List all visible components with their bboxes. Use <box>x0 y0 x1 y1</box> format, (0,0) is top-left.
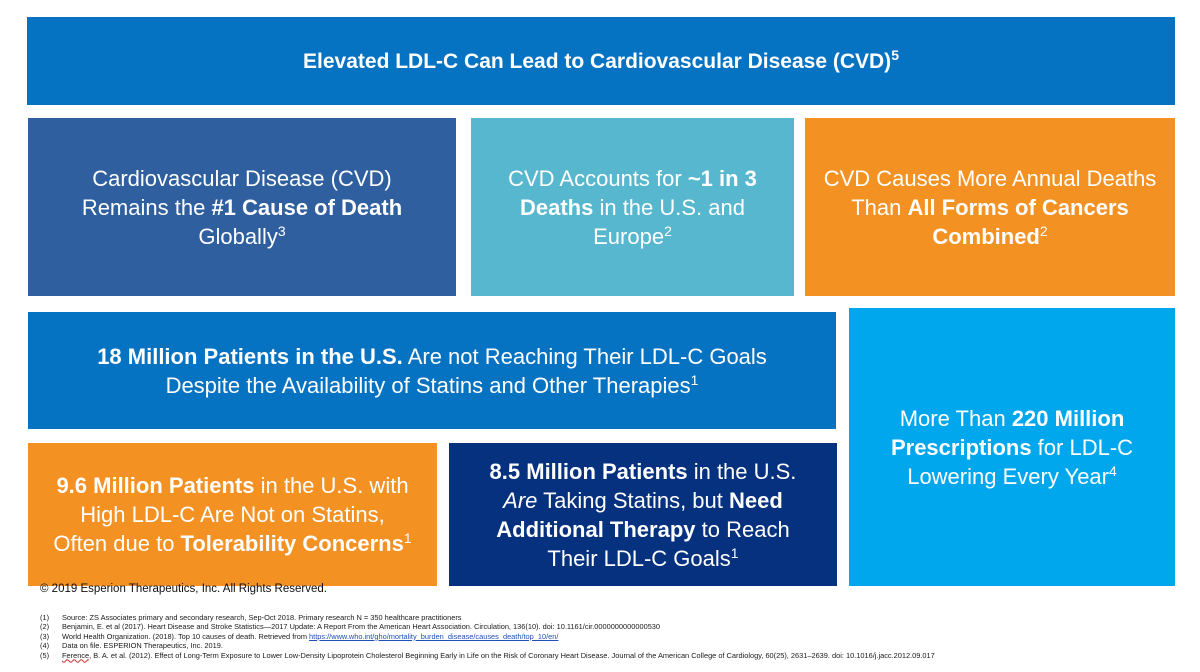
footnote-item: (5) Ference, B. A. et al. (2012). Effect… <box>40 650 935 660</box>
footnote-item: (3) World Health Organization. (2018). T… <box>40 631 559 641</box>
title-footnote-ref: 5 <box>891 46 899 63</box>
cvd-1-in-3-deaths-box: CVD Accounts for ~1 in 3 Deaths in the U… <box>471 118 794 296</box>
footnote-ref: 3 <box>277 222 286 239</box>
footnote-item: (1) Source: ZS Associates primary and se… <box>40 613 462 622</box>
copyright-notice: © 2019 Esperion Therapeutics, Inc. All R… <box>40 583 327 595</box>
footnote-ref: 2 <box>1039 222 1048 239</box>
cvd-global-cause-box: Cardiovascular Disease (CVD) Remains the… <box>28 118 456 296</box>
patients-18-million-box: 18 Million Patients in the U.S. Are not … <box>28 312 836 429</box>
footnote-item: (4) Data on file. ESPERION Therapeutics,… <box>40 641 223 651</box>
cvd-vs-cancers-box: CVD Causes More Annual Deaths Than All F… <box>805 118 1175 296</box>
footnote-ref: 1 <box>403 530 412 546</box>
footnote-item: (2) Benjamin, E. et al (2017). Heart Dis… <box>40 622 661 632</box>
who-source-link[interactable]: https://www.who.int/gho/mortality_burden… <box>309 631 559 641</box>
patients-9-6-million-box: 9.6 Million Patients in the U.S. with Hi… <box>28 443 437 586</box>
footnote-ref: 1 <box>730 544 739 561</box>
prescriptions-220-million-box: More Than 220 Million Prescriptions for … <box>849 308 1175 586</box>
patients-8-5-million-box: 8.5 Million Patients in the U.S. Are Tak… <box>449 443 837 586</box>
footnote-ref: 4 <box>1109 462 1117 479</box>
footnotes-list: (1) Source: ZS Associates primary and se… <box>40 613 1180 660</box>
page-title: Elevated LDL-C Can Lead to Cardiovascula… <box>303 46 899 73</box>
title-banner: Elevated LDL-C Can Lead to Cardiovascula… <box>27 17 1175 105</box>
footnote-ref: 1 <box>690 371 699 388</box>
footnote-ref: 2 <box>664 222 672 239</box>
